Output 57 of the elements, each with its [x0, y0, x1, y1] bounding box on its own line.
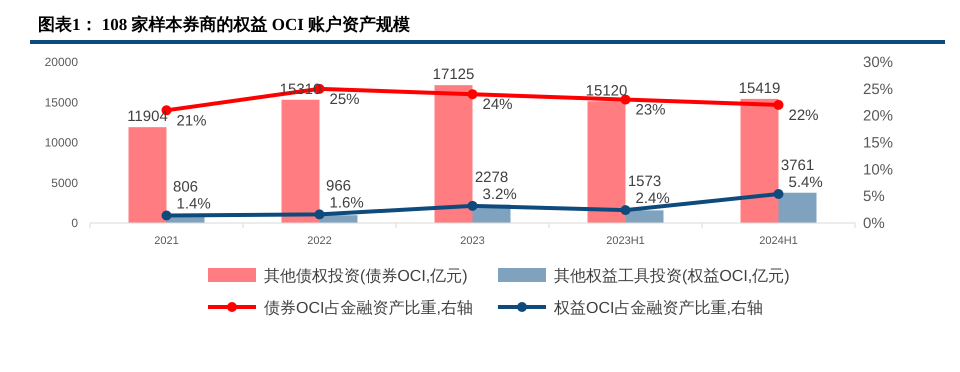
data-label: 1.4% [176, 195, 211, 212]
y2-tick-label: 0% [863, 215, 885, 232]
data-label: 21% [176, 112, 207, 130]
data-label: 15419 [738, 80, 780, 97]
data-label: 3761 [780, 157, 814, 174]
point [468, 89, 478, 100]
bar [128, 127, 166, 223]
y2-tick-label: 25% [863, 80, 894, 98]
data-label: 3.2% [482, 186, 517, 203]
data-label: 5.4% [788, 174, 823, 192]
data-label: 1573 [628, 173, 662, 190]
data-label: 1.6% [330, 194, 364, 212]
bar [282, 100, 320, 223]
data-label: 966 [326, 177, 352, 194]
bar [626, 210, 664, 223]
chart-title: 图表1： 108 家样本券商的权益 OCI 账户资产规模 [38, 15, 410, 34]
y-tick-label: 10000 [44, 136, 78, 150]
data-label: 23% [636, 102, 666, 119]
x-tick-label: 2021 [154, 235, 179, 247]
y2-tick-label: 15% [863, 134, 894, 152]
point [620, 94, 630, 105]
data-label: 24% [482, 96, 513, 114]
data-label: 25% [330, 90, 360, 108]
y2-tick-label: 30% [863, 54, 894, 71]
legend-label: 其他债权投资(债券OCI,亿元) [264, 267, 468, 285]
data-label: 17125 [432, 66, 474, 84]
y-tick-label: 5000 [51, 176, 78, 190]
point [620, 205, 630, 216]
x-tick-label: 2023H1 [606, 235, 645, 247]
data-label: 806 [172, 178, 198, 196]
data-label: 15120 [586, 82, 628, 100]
data-label: 2278 [474, 168, 508, 186]
y-tick-label: 20000 [44, 55, 78, 69]
point [468, 200, 478, 211]
y-tick-label: 0 [71, 216, 78, 230]
bar [434, 85, 472, 223]
y2-tick-label: 10% [863, 161, 894, 178]
legend-label: 其他权益工具投资(权益OCI,亿元) [554, 267, 790, 285]
bar [778, 192, 816, 223]
bar [740, 98, 778, 223]
data-label: 11904 [127, 108, 168, 126]
x-tick-label: 2024H1 [759, 235, 798, 247]
point [314, 209, 324, 220]
x-tick-label: 2022 [307, 235, 332, 247]
y2-tick-label: 20% [863, 108, 894, 125]
legend-label: 债券OCI占金融资产比重,右轴 [264, 299, 473, 317]
legend-label: 权益OCI占金融资产比重,右轴 [553, 299, 763, 317]
point [774, 100, 784, 110]
data-label: 22% [788, 106, 819, 124]
bar [588, 101, 626, 223]
data-label: 2.4% [636, 190, 670, 208]
point [774, 189, 784, 200]
y-tick-label: 15000 [44, 95, 78, 110]
data-label: 15310 [280, 80, 322, 98]
x-tick-label: 2023 [460, 235, 485, 247]
y2-tick-label: 5% [863, 188, 885, 206]
point [162, 210, 172, 220]
